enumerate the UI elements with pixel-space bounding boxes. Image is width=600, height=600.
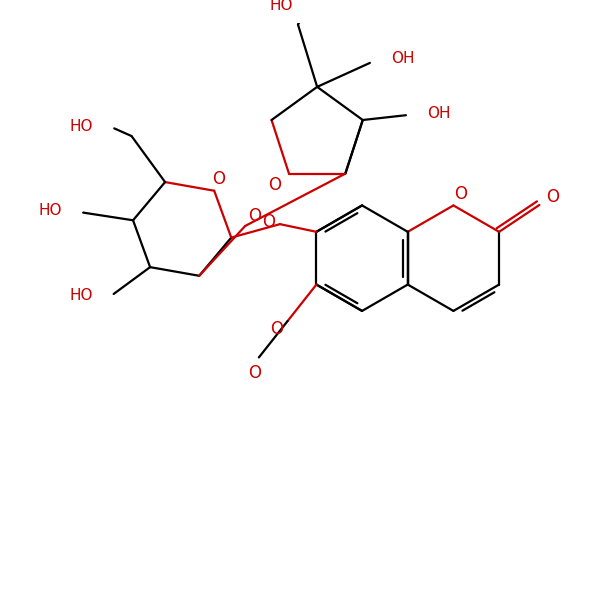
Text: O: O [268,176,281,194]
Text: HO: HO [70,119,93,134]
Text: HO: HO [38,203,62,218]
Text: O: O [212,170,226,188]
Text: O: O [262,213,275,231]
Text: O: O [455,185,467,203]
Text: OH: OH [391,50,415,65]
Text: O: O [547,188,559,206]
Text: HO: HO [69,289,92,304]
Text: HO: HO [269,0,293,13]
Text: O: O [248,208,262,226]
Text: O: O [248,364,262,382]
Text: O: O [269,320,283,338]
Text: OH: OH [427,106,451,121]
